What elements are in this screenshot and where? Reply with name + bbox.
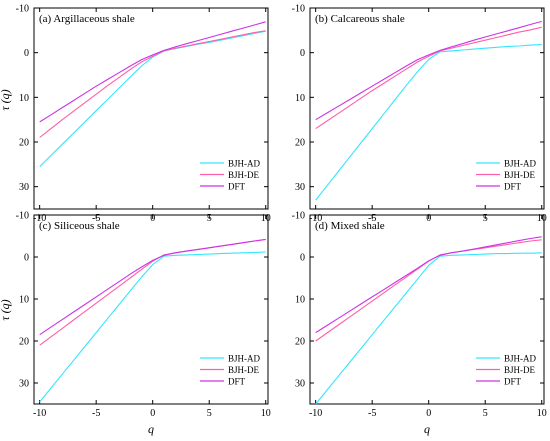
series-line-dft bbox=[39, 238, 266, 336]
legend-label: DFT bbox=[228, 377, 246, 387]
y-tick-label: 10 bbox=[19, 295, 29, 306]
series-line-bjh-de bbox=[315, 26, 542, 130]
x-tick-label: 5 bbox=[483, 408, 488, 419]
panel-title: (c) Siliceous shale bbox=[39, 220, 120, 232]
series-line-bjh-ad bbox=[39, 30, 266, 167]
x-tick-label: -5 bbox=[92, 408, 100, 419]
plot-frame bbox=[33, 7, 269, 210]
y-axis-label-top: τ (q) bbox=[0, 89, 12, 110]
panel-title: (b) Calcareous shale bbox=[315, 13, 405, 25]
legend-label: BJH-DE bbox=[228, 365, 260, 375]
series-line-dft bbox=[315, 236, 542, 334]
y-tick-label: 10 bbox=[295, 93, 305, 104]
y-tick-label: 20 bbox=[295, 337, 305, 348]
x-axis-label-right: q bbox=[424, 422, 430, 436]
legend-label: DFT bbox=[228, 182, 246, 192]
x-tick-label: 5 bbox=[207, 408, 212, 419]
legend-label: BJH-AD bbox=[504, 354, 537, 364]
series-line-bjh-ad bbox=[39, 251, 266, 403]
x-tick-label: 0 bbox=[426, 408, 431, 419]
legend-label: BJH-AD bbox=[228, 159, 261, 169]
legend-label: DFT bbox=[504, 182, 522, 192]
y-tick-label: 20 bbox=[19, 337, 29, 348]
y-tick-label: -10 bbox=[292, 211, 305, 222]
y-tick-label: 0 bbox=[300, 48, 305, 59]
x-tick-label: -10 bbox=[309, 408, 322, 419]
x-axis-label-left: q bbox=[148, 422, 154, 436]
y-tick-label: 10 bbox=[19, 93, 29, 104]
x-tick-label: -10 bbox=[33, 408, 46, 419]
y-tick-label: 20 bbox=[295, 138, 305, 149]
y-tick-label: 0 bbox=[24, 48, 29, 59]
y-tick-label: 0 bbox=[24, 253, 29, 264]
panel-title: (a) Argillaceous shale bbox=[39, 13, 135, 25]
x-tick-label: 0 bbox=[150, 408, 155, 419]
x-tick-label: 10 bbox=[537, 408, 547, 419]
y-tick-label: 20 bbox=[19, 138, 29, 149]
legend-label: BJH-DE bbox=[504, 365, 536, 375]
series-line-bjh-ad bbox=[315, 44, 542, 201]
series-line-bjh-de bbox=[39, 238, 266, 346]
legend-label: BJH-DE bbox=[504, 170, 536, 180]
y-tick-label: -10 bbox=[292, 4, 305, 15]
series-line-bjh-de bbox=[39, 30, 266, 138]
y-tick-label: 0 bbox=[300, 253, 305, 264]
y-tick-label: 30 bbox=[19, 379, 29, 390]
panel-c: -10 -5 0 5 10 -10 0 10 20 30 (c) Siliceous shale BJ… bbox=[16, 211, 271, 420]
y-axis-label-bottom: τ (q) bbox=[0, 299, 12, 320]
series-line-bjh-ad bbox=[315, 252, 542, 405]
series-line-bjh-de bbox=[315, 239, 542, 342]
y-tick-label: 10 bbox=[295, 295, 305, 306]
y-tick-label: 30 bbox=[19, 182, 29, 193]
series-line-dft bbox=[39, 21, 266, 123]
x-tick-label: -5 bbox=[368, 408, 376, 419]
panel-title: (d) Mixed shale bbox=[315, 220, 385, 232]
legend-label: BJH-AD bbox=[228, 354, 261, 364]
y-tick-label: -10 bbox=[16, 4, 29, 15]
legend-label: BJH-AD bbox=[504, 159, 537, 169]
y-tick-label: -10 bbox=[16, 211, 29, 222]
panel-d: -10 -5 0 5 10 -10 0 10 20 30 (d) Mixed shale BJH-AD… bbox=[292, 211, 547, 420]
legend-label: BJH-DE bbox=[228, 170, 260, 180]
plot-frame bbox=[309, 7, 545, 210]
series-line-dft bbox=[315, 20, 542, 121]
y-tick-label: 30 bbox=[295, 379, 305, 390]
plot-frame bbox=[309, 214, 545, 405]
plot-frame bbox=[33, 214, 269, 405]
y-tick-label: 30 bbox=[295, 182, 305, 193]
legend-label: DFT bbox=[504, 377, 522, 387]
x-tick-label: 10 bbox=[261, 408, 271, 419]
